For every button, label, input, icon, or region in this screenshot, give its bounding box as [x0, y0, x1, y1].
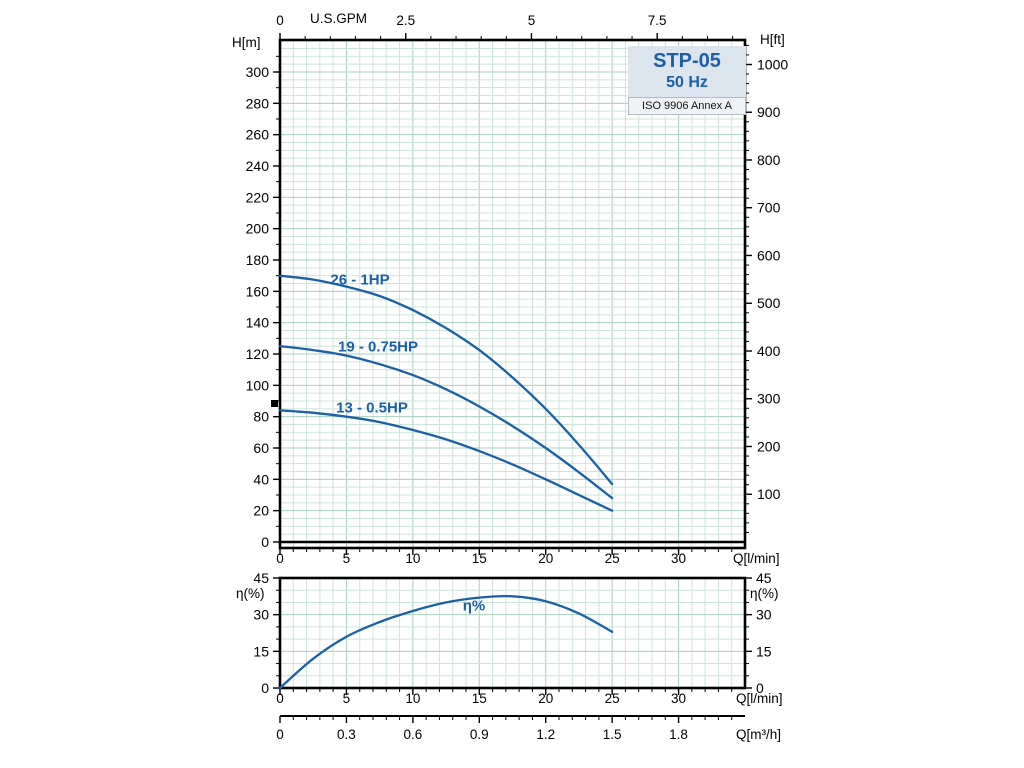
- svg-text:80: 80: [253, 409, 269, 425]
- svg-text:45: 45: [756, 570, 772, 586]
- svg-text:0: 0: [276, 13, 284, 28]
- svg-text:0.6: 0.6: [403, 727, 422, 742]
- svg-text:120: 120: [246, 346, 270, 362]
- svg-text:260: 260: [246, 127, 270, 143]
- eff-grid: [279, 577, 746, 689]
- svg-text:220: 220: [246, 189, 270, 205]
- svg-text:0: 0: [261, 534, 269, 550]
- svg-text:40: 40: [253, 471, 269, 487]
- iso-standard: ISO 9906 Annex A: [628, 97, 746, 115]
- pump-frequency: 50 Hz: [628, 73, 746, 97]
- svg-text:400: 400: [757, 343, 781, 359]
- svg-text:45: 45: [253, 570, 269, 586]
- eff-bottom-axis-title: Q[l/min]: [736, 691, 783, 706]
- svg-text:280: 280: [246, 95, 270, 111]
- curve-13-0.5HP: [278, 409, 614, 512]
- svg-text:0: 0: [276, 691, 284, 706]
- svg-text:30: 30: [671, 551, 686, 566]
- svg-text:140: 140: [246, 315, 270, 331]
- svg-text:0: 0: [261, 680, 269, 696]
- m3h-axis: 0 0.3 0.6 0.9 1.2 1.5 1.8: [276, 715, 745, 742]
- eff-left-axis: 0 15 30 45: [253, 570, 280, 696]
- main-left-axis-title: H[m]: [232, 35, 261, 50]
- svg-text:5: 5: [343, 691, 351, 706]
- svg-text:5: 5: [528, 13, 536, 28]
- svg-text:15: 15: [756, 643, 772, 659]
- svg-text:60: 60: [253, 440, 269, 456]
- svg-text:15: 15: [472, 691, 487, 706]
- svg-text:7.5: 7.5: [648, 13, 667, 28]
- svg-text:10: 10: [405, 691, 420, 706]
- curve-label-26-1hp: 26 - 1HP: [330, 271, 390, 289]
- svg-text:1.8: 1.8: [669, 727, 688, 742]
- svg-text:500: 500: [757, 295, 781, 311]
- svg-text:100: 100: [246, 377, 270, 393]
- svg-text:0: 0: [756, 680, 764, 696]
- top-axis: 0 2.5 5 7.5: [276, 13, 734, 40]
- svg-text:30: 30: [671, 691, 686, 706]
- svg-text:600: 600: [757, 247, 781, 263]
- svg-text:20: 20: [253, 503, 269, 519]
- svg-text:200: 200: [757, 438, 781, 454]
- svg-text:25: 25: [605, 691, 620, 706]
- svg-text:25: 25: [605, 551, 620, 566]
- svg-text:300: 300: [757, 391, 781, 407]
- eff-right-axis: 0 15 30 45: [745, 570, 772, 696]
- svg-text:20: 20: [538, 691, 553, 706]
- pump-model: STP-05: [628, 46, 746, 73]
- main-right-axis-title: H[ft]: [760, 32, 785, 47]
- main-grid: [279, 40, 746, 548]
- eff-right-axis-title: η(%): [750, 586, 779, 601]
- svg-text:300: 300: [246, 64, 270, 80]
- curve-label-13-05hp: 13 - 0.5HP: [336, 399, 408, 417]
- curve-label-19-075hp: 19 - 0.75HP: [337, 338, 419, 356]
- curve-19-0.75HP: [278, 345, 614, 500]
- svg-text:1000: 1000: [757, 56, 788, 72]
- title-box: STP-05 50 Hz ISO 9906 Annex A: [628, 46, 746, 115]
- curve-efficiency: [278, 594, 614, 690]
- axis-marker-square: [271, 400, 278, 407]
- main-bottom-axis: 0 5 10 15 20 25 30: [276, 548, 733, 566]
- svg-text:20: 20: [538, 551, 553, 566]
- svg-text:800: 800: [757, 152, 781, 168]
- svg-text:0: 0: [276, 727, 284, 742]
- svg-text:0.3: 0.3: [337, 727, 356, 742]
- curve-26-1HP: [278, 274, 614, 486]
- main-left-axis: 0 20 40 60 80 100 120 140 160 180 200 220 240 260 280 3…: [246, 55, 280, 550]
- svg-text:0: 0: [276, 551, 284, 566]
- svg-text:10: 10: [405, 551, 420, 566]
- main-right-axis: 100 200 300 400 500 600 700 800 900 1000: [745, 44, 788, 533]
- svg-text:240: 240: [246, 158, 270, 174]
- efficiency-curve-label: η%: [462, 597, 486, 615]
- eff-left-axis-title: η(%): [236, 586, 265, 601]
- svg-text:15: 15: [472, 551, 487, 566]
- eff-bottom-axis: 0 5 10 15 20 25 30: [276, 688, 733, 706]
- svg-text:15: 15: [253, 643, 269, 659]
- svg-text:5: 5: [343, 551, 351, 566]
- svg-text:180: 180: [246, 252, 270, 268]
- svg-text:1.2: 1.2: [536, 727, 555, 742]
- svg-text:700: 700: [757, 200, 781, 216]
- svg-text:100: 100: [757, 486, 781, 502]
- top-axis-title: U.S.GPM: [310, 11, 368, 26]
- main-bottom-axis-title: Q[l/min]: [733, 551, 780, 566]
- svg-text:30: 30: [253, 607, 269, 623]
- svg-text:0.9: 0.9: [470, 727, 489, 742]
- svg-text:2.5: 2.5: [396, 13, 415, 28]
- svg-text:1.5: 1.5: [603, 727, 622, 742]
- m3h-axis-title: Q[m³/h]: [736, 727, 782, 742]
- svg-text:200: 200: [246, 221, 270, 237]
- svg-text:160: 160: [246, 283, 270, 299]
- svg-text:30: 30: [756, 607, 772, 623]
- svg-text:900: 900: [757, 104, 781, 120]
- eff-frame: [278, 576, 747, 690]
